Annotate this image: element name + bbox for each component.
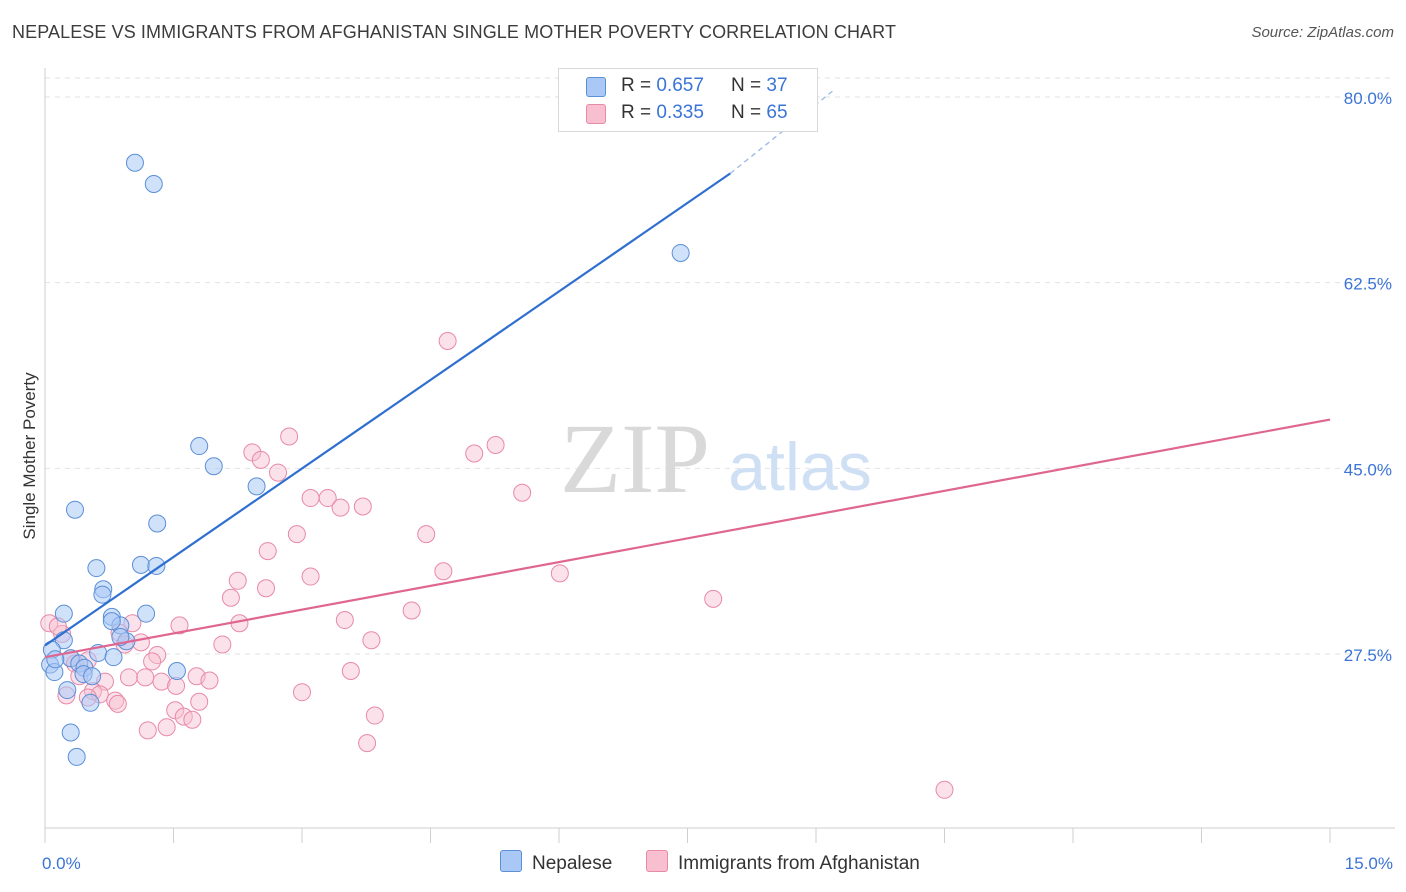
afghanistan-point [157,718,176,737]
afghanistan-point [486,435,505,454]
afghanistan-point [108,694,127,713]
nepalese-point [58,681,77,700]
nepalese-point [61,723,80,742]
afghanistan-point [280,427,299,446]
nepalese-point [247,477,266,496]
afghanistan-point [287,525,306,544]
nepalese-point [144,174,163,193]
afghanistan-point [935,780,954,799]
nepalese-point [111,628,130,647]
nepalese-point [102,612,121,631]
source-label: Source: ZipAtlas.com [1251,24,1394,41]
legend-r: R = 0.657 [621,75,704,96]
x-tick-label: 15.0% [1345,854,1393,873]
nepalese-point [167,661,186,680]
nepalese-point [147,556,166,575]
afghanistan-point [190,692,209,711]
afghanistan-point [269,463,288,482]
afghanistan-point [331,498,350,517]
nepalese-point [93,585,112,604]
afghanistan-point [335,611,354,630]
afghanistan-point [353,497,372,516]
nepalese-point [67,747,86,766]
nepalese-trend-line [44,172,731,647]
afghanistan-point [136,668,155,687]
nepalese-point [204,457,223,476]
nepalese-point [65,500,84,519]
y-tick-label: 62.5% [1344,275,1392,294]
y-tick-label: 45.0% [1344,460,1392,479]
afghanistan-point [183,710,202,729]
nepalese-point [148,514,167,533]
bottom-legend-afghanistan: Immigrants from Afghanistan [646,850,920,875]
y-tick-label: 80.0% [1344,89,1392,108]
watermark-atlas: atlas [728,429,872,505]
afghanistan-point [341,661,360,680]
bottom-legend-swatch-pink [646,850,668,872]
afghanistan-point [417,525,436,544]
axes [44,68,1395,843]
legend-n: N = 65 [731,102,788,123]
afghanistan-point [318,489,337,508]
afghanistan-point [221,588,240,607]
afghanistan-point [301,567,320,586]
afghanistan-point [152,672,171,691]
afghanistan-point [200,671,219,690]
tick-labels: 27.5% 45.0% 62.5% 80.0% 0.0% 15.0% [42,89,1393,873]
nepalese-point [137,604,156,623]
afghanistan-trend-line [44,418,1331,659]
grid-lines [45,77,1395,655]
bottom-legend-nepalese: Nepalese [500,850,612,875]
afghanistan-point [434,562,453,581]
afghanistan-point [402,601,421,620]
afghanistan-point [213,635,232,654]
nepalese-point [104,648,123,667]
afghanistan-point [513,483,532,502]
afghanistan-point [170,616,189,635]
afghanistan-point [293,683,311,702]
afghanistan-point [119,668,138,687]
legend-swatch-pink [586,104,606,124]
chart-title: NEPALESE VS IMMIGRANTS FROM AFGHANISTAN … [12,22,897,42]
afghanistan-point [301,489,320,508]
afghanistan-point [704,589,723,608]
watermark: ZIP atlas [560,403,872,514]
afghanistan-point [138,721,157,740]
legend-r: R = 0.335 [621,102,704,123]
nepalese-point [54,604,73,623]
nepalese-point [83,667,102,686]
afghanistan-point [438,332,457,351]
afghanistan-point [550,564,569,583]
afghanistan-point [358,734,377,753]
afghanistan-point [362,631,381,650]
watermark-zip: ZIP [560,403,710,514]
x-tick-label: 0.0% [42,854,81,873]
afghanistan-point [251,450,270,469]
nepalese-point [671,243,690,262]
afghanistan-point [465,444,484,463]
nepalese-point [190,437,209,456]
series-nepalese [41,153,690,766]
legend-swatch-blue [586,77,606,97]
y-tick-label: 27.5% [1344,646,1392,665]
bottom-legend-label: Nepalese [532,853,613,874]
afghanistan-point [106,691,125,710]
afghanistan-point [228,571,247,590]
legend-n: N = 37 [731,75,788,96]
nepalese-point [125,153,144,172]
nepalese-point [81,693,100,712]
nepalese-point [131,555,150,574]
afghanistan-point [143,652,162,671]
afghanistan-point [365,706,384,725]
bottom-legend-label: Immigrants from Afghanistan [678,853,920,874]
bottom-legend-swatch-blue [500,850,522,872]
stats-legend: R = 0.657 N = 37 R = 0.335 N = 65 [558,68,818,132]
series-immigrants-from-afghanistan [40,332,954,799]
nepalese-point [87,559,106,578]
afghanistan-point [258,542,277,561]
y-axis-label: Single Mother Poverty [20,372,39,540]
afghanistan-point [257,579,276,598]
